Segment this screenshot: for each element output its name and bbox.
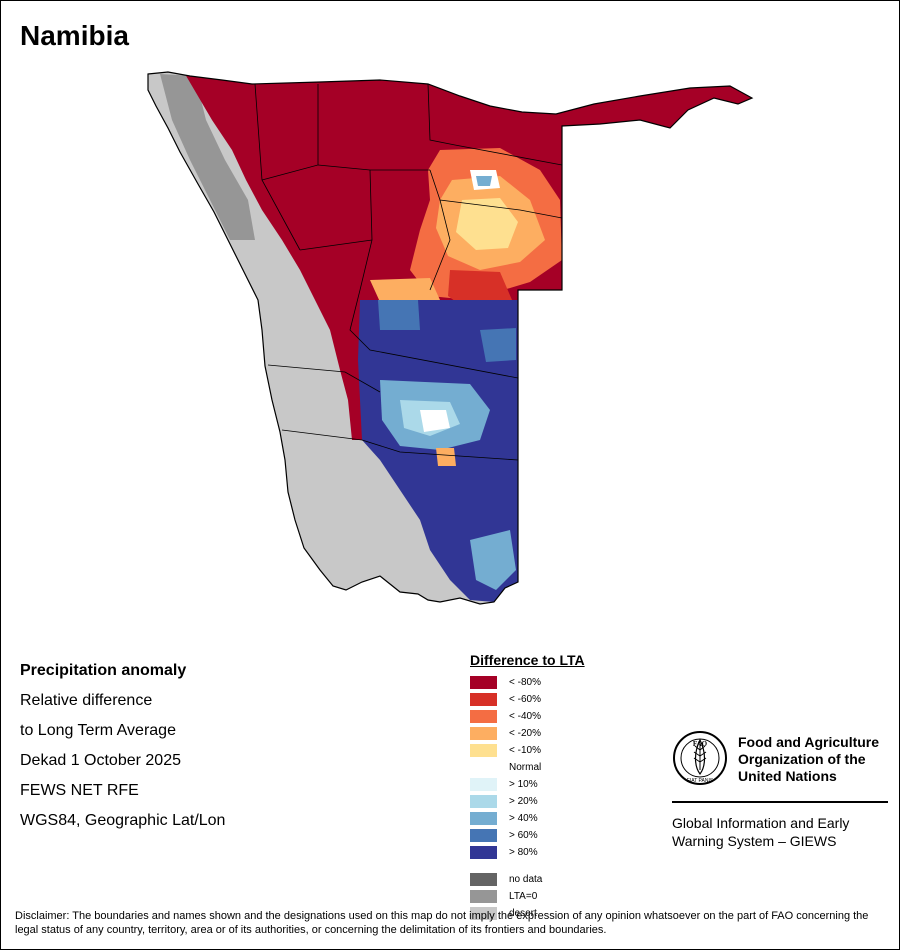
fao-name-line1: Food and Agriculture <box>738 734 880 750</box>
legend-extra: no data LTA=0 desert <box>470 871 585 922</box>
legend-row: > 60% <box>470 827 585 844</box>
map-title: Namibia <box>20 20 129 51</box>
disclaimer: Disclaimer: The boundaries and names sho… <box>15 910 869 936</box>
legend-row: Normal <box>470 759 585 776</box>
legend-row: < -80% <box>470 674 585 691</box>
legend-swatch <box>470 795 497 808</box>
legend-swatch <box>470 873 497 886</box>
legend-label: < -80% <box>509 677 541 688</box>
legend-label: desert <box>509 908 537 919</box>
legend-swatch <box>470 829 497 842</box>
legend-row: < -40% <box>470 708 585 725</box>
info-source: FEWS NET RFE <box>20 782 139 799</box>
legend-label: < -60% <box>509 694 541 705</box>
legend-label: > 40% <box>509 813 538 824</box>
fao-name-line3: United Nations <box>738 768 837 784</box>
info-measure-2: to Long Term Average <box>20 722 176 739</box>
legend-row: > 80% <box>470 844 585 861</box>
legend-label: LTA=0 <box>509 891 538 902</box>
legend-label: > 10% <box>509 779 538 790</box>
legend-swatch <box>470 812 497 825</box>
legend-row: > 20% <box>470 793 585 810</box>
legend-row: desert <box>470 905 585 922</box>
fao-name: Food and Agriculture Organization of the… <box>738 734 879 785</box>
legend-swatch <box>470 744 497 757</box>
legend-swatch <box>470 710 497 723</box>
legend-swatch <box>470 693 497 706</box>
legend-title: Difference to LTA <box>470 652 585 668</box>
fao-divider <box>672 801 888 803</box>
legend-label: > 20% <box>509 796 538 807</box>
legend-row: < -60% <box>470 691 585 708</box>
legend-row: > 40% <box>470 810 585 827</box>
legend-items: < -80% < -60% < -40% < -20% < -10% Normal > 10… <box>470 674 585 861</box>
info-period: Dekad 1 October 2025 <box>20 752 181 769</box>
info-variable: Precipitation anomaly <box>20 662 187 679</box>
giews-line1: Global Information and Early <box>672 815 850 831</box>
legend-label: < -10% <box>509 745 541 756</box>
legend-row: no data <box>470 871 585 888</box>
info-measure: Relative difference <box>20 692 153 709</box>
giews-text: Global Information and Early Warning Sys… <box>672 814 849 850</box>
fao-logo-motto: FIAT PANIS <box>687 778 714 784</box>
legend-swatch <box>470 727 497 740</box>
legend-swatch <box>470 761 497 774</box>
legend-label: Normal <box>509 762 542 773</box>
info-projection: WGS84, Geographic Lat/Lon <box>20 812 226 829</box>
fao-name-line2: Organization of the <box>738 751 866 767</box>
legend-label: > 60% <box>509 830 538 841</box>
fao-logo-text: FAO <box>693 740 708 748</box>
legend-label: > 80% <box>509 847 538 858</box>
fao-logo-icon: FAO FIAT PANIS <box>673 731 727 785</box>
legend-label: no data <box>509 874 543 885</box>
precipitation-map <box>147 71 754 605</box>
legend-label: < -20% <box>509 728 541 739</box>
legend-swatch <box>470 907 497 920</box>
legend-row: > 10% <box>470 776 585 793</box>
legend-swatch <box>470 890 497 903</box>
legend: Difference to LTA < -80% < -60% < -40% < -2… <box>470 652 585 922</box>
map-info: Precipitation anomaly Relative differenc… <box>20 656 225 836</box>
legend-row: < -20% <box>470 725 585 742</box>
legend-row: < -10% <box>470 742 585 759</box>
legend-swatch <box>470 846 497 859</box>
giews-line2: Warning System – GIEWS <box>672 833 837 849</box>
legend-row: LTA=0 <box>470 888 585 905</box>
legend-label: < -40% <box>509 711 541 722</box>
legend-swatch <box>470 676 497 689</box>
legend-swatch <box>470 778 497 791</box>
